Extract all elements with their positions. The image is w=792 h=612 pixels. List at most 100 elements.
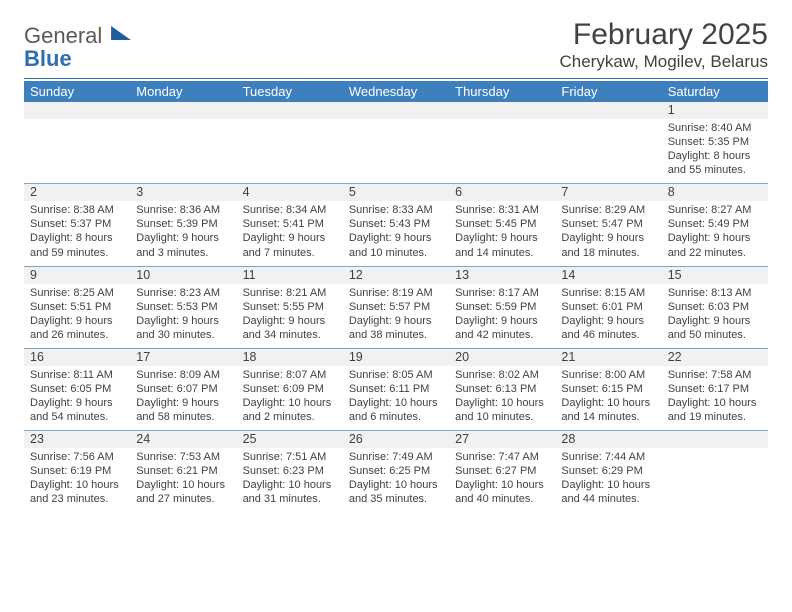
day-number: 9 [24,267,130,284]
day-number: 11 [237,267,343,284]
daylight-line: Daylight: 10 hours and 2 minutes. [243,396,337,424]
sunset-line: Sunset: 6:13 PM [455,382,549,396]
calendar-week: 23Sunrise: 7:56 AMSunset: 6:19 PMDayligh… [24,431,768,513]
sunrise-line: Sunrise: 8:17 AM [455,286,549,300]
day-number [24,102,130,119]
sunset-line: Sunset: 6:07 PM [136,382,230,396]
sunset-line: Sunset: 6:15 PM [561,382,655,396]
sunrise-line: Sunrise: 8:33 AM [349,203,443,217]
day-number [555,102,661,119]
calendar-document: General Blue February 2025 Cherykaw, Mog… [0,0,792,513]
calendar-cell: 3Sunrise: 8:36 AMSunset: 5:39 PMDaylight… [130,184,236,266]
month-title: February 2025 [560,18,769,52]
sunset-line: Sunset: 6:23 PM [243,464,337,478]
sunrise-line: Sunrise: 8:02 AM [455,368,549,382]
calendar-cell: 21Sunrise: 8:00 AMSunset: 6:15 PMDayligh… [555,348,661,430]
day-body: Sunrise: 7:44 AMSunset: 6:29 PMDaylight:… [555,448,661,512]
calendar-cell: 23Sunrise: 7:56 AMSunset: 6:19 PMDayligh… [24,431,130,513]
sunset-line: Sunset: 6:29 PM [561,464,655,478]
calendar-week: 2Sunrise: 8:38 AMSunset: 5:37 PMDaylight… [24,184,768,266]
day-body: Sunrise: 8:33 AMSunset: 5:43 PMDaylight:… [343,201,449,265]
sunrise-line: Sunrise: 7:49 AM [349,450,443,464]
day-body: Sunrise: 8:23 AMSunset: 5:53 PMDaylight:… [130,284,236,348]
sunrise-line: Sunrise: 8:25 AM [30,286,124,300]
day-body: Sunrise: 8:17 AMSunset: 5:59 PMDaylight:… [449,284,555,348]
day-body: Sunrise: 8:40 AMSunset: 5:35 PMDaylight:… [662,119,768,183]
calendar-cell: 6Sunrise: 8:31 AMSunset: 5:45 PMDaylight… [449,184,555,266]
day-number: 14 [555,267,661,284]
day-body: Sunrise: 8:29 AMSunset: 5:47 PMDaylight:… [555,201,661,265]
sunrise-line: Sunrise: 8:09 AM [136,368,230,382]
day-body: Sunrise: 8:09 AMSunset: 6:07 PMDaylight:… [130,366,236,430]
day-number: 7 [555,184,661,201]
sunset-line: Sunset: 5:41 PM [243,217,337,231]
daylight-line: Daylight: 10 hours and 44 minutes. [561,478,655,506]
daylight-line: Daylight: 10 hours and 31 minutes. [243,478,337,506]
day-body: Sunrise: 8:11 AMSunset: 6:05 PMDaylight:… [24,366,130,430]
daylight-line: Daylight: 9 hours and 50 minutes. [668,314,762,342]
day-body: Sunrise: 8:38 AMSunset: 5:37 PMDaylight:… [24,201,130,265]
day-body: Sunrise: 8:19 AMSunset: 5:57 PMDaylight:… [343,284,449,348]
dow-saturday: Saturday [662,81,768,102]
sunset-line: Sunset: 5:51 PM [30,300,124,314]
dow-friday: Friday [555,81,661,102]
day-body [555,119,661,181]
day-body: Sunrise: 8:21 AMSunset: 5:55 PMDaylight:… [237,284,343,348]
calendar-week: 16Sunrise: 8:11 AMSunset: 6:05 PMDayligh… [24,348,768,430]
day-number: 21 [555,349,661,366]
calendar-cell: 1Sunrise: 8:40 AMSunset: 5:35 PMDaylight… [662,102,768,184]
sunrise-line: Sunrise: 8:21 AM [243,286,337,300]
day-number: 5 [343,184,449,201]
sunset-line: Sunset: 5:37 PM [30,217,124,231]
title-block: February 2025 Cherykaw, Mogilev, Belarus [560,18,769,72]
calendar-table: Sunday Monday Tuesday Wednesday Thursday… [24,81,768,513]
day-number: 1 [662,102,768,119]
daylight-line: Daylight: 9 hours and 30 minutes. [136,314,230,342]
day-body: Sunrise: 7:58 AMSunset: 6:17 PMDaylight:… [662,366,768,430]
day-body: Sunrise: 8:00 AMSunset: 6:15 PMDaylight:… [555,366,661,430]
daylight-line: Daylight: 10 hours and 10 minutes. [455,396,549,424]
daylight-line: Daylight: 10 hours and 40 minutes. [455,478,549,506]
sunrise-line: Sunrise: 8:00 AM [561,368,655,382]
day-number: 16 [24,349,130,366]
sunset-line: Sunset: 5:53 PM [136,300,230,314]
sunset-line: Sunset: 5:55 PM [243,300,337,314]
sunset-line: Sunset: 6:11 PM [349,382,443,396]
logo-mark-icon [112,26,132,40]
day-body: Sunrise: 7:49 AMSunset: 6:25 PMDaylight:… [343,448,449,512]
sunrise-line: Sunrise: 7:44 AM [561,450,655,464]
calendar-cell [449,102,555,184]
daylight-line: Daylight: 9 hours and 10 minutes. [349,231,443,259]
calendar-cell: 11Sunrise: 8:21 AMSunset: 5:55 PMDayligh… [237,266,343,348]
calendar-cell [662,431,768,513]
day-number: 24 [130,431,236,448]
daylight-line: Daylight: 9 hours and 14 minutes. [455,231,549,259]
daylight-line: Daylight: 8 hours and 59 minutes. [30,231,124,259]
day-number: 13 [449,267,555,284]
day-number: 23 [24,431,130,448]
day-body [662,448,768,510]
logo-text: General Blue [24,24,132,70]
daylight-line: Daylight: 10 hours and 14 minutes. [561,396,655,424]
logo: General Blue [24,18,132,70]
day-number [449,102,555,119]
sunrise-line: Sunrise: 7:51 AM [243,450,337,464]
header: General Blue February 2025 Cherykaw, Mog… [24,18,768,72]
sunset-line: Sunset: 5:39 PM [136,217,230,231]
sunrise-line: Sunrise: 8:15 AM [561,286,655,300]
sunset-line: Sunset: 6:03 PM [668,300,762,314]
day-number: 28 [555,431,661,448]
sunrise-line: Sunrise: 8:40 AM [668,121,762,135]
calendar-week: 9 Sunrise: 8:25 AMSunset: 5:51 PM Daylight… [24,266,768,348]
day-number: 4 [237,184,343,201]
sunset-line: Sunset: 6:17 PM [668,382,762,396]
location: Cherykaw, Mogilev, Belarus [560,52,769,72]
sunrise-line: Sunrise: 7:58 AM [668,368,762,382]
calendar-cell: 26Sunrise: 7:49 AMSunset: 6:25 PMDayligh… [343,431,449,513]
sunrise-line: Sunrise: 7:53 AM [136,450,230,464]
calendar-cell: 5Sunrise: 8:33 AMSunset: 5:43 PMDaylight… [343,184,449,266]
sunset-line: Sunset: 5:35 PM [668,135,762,149]
sunrise-line: Sunrise: 8:11 AM [30,368,124,382]
calendar-cell [130,102,236,184]
day-of-week-row: Sunday Monday Tuesday Wednesday Thursday… [24,81,768,102]
